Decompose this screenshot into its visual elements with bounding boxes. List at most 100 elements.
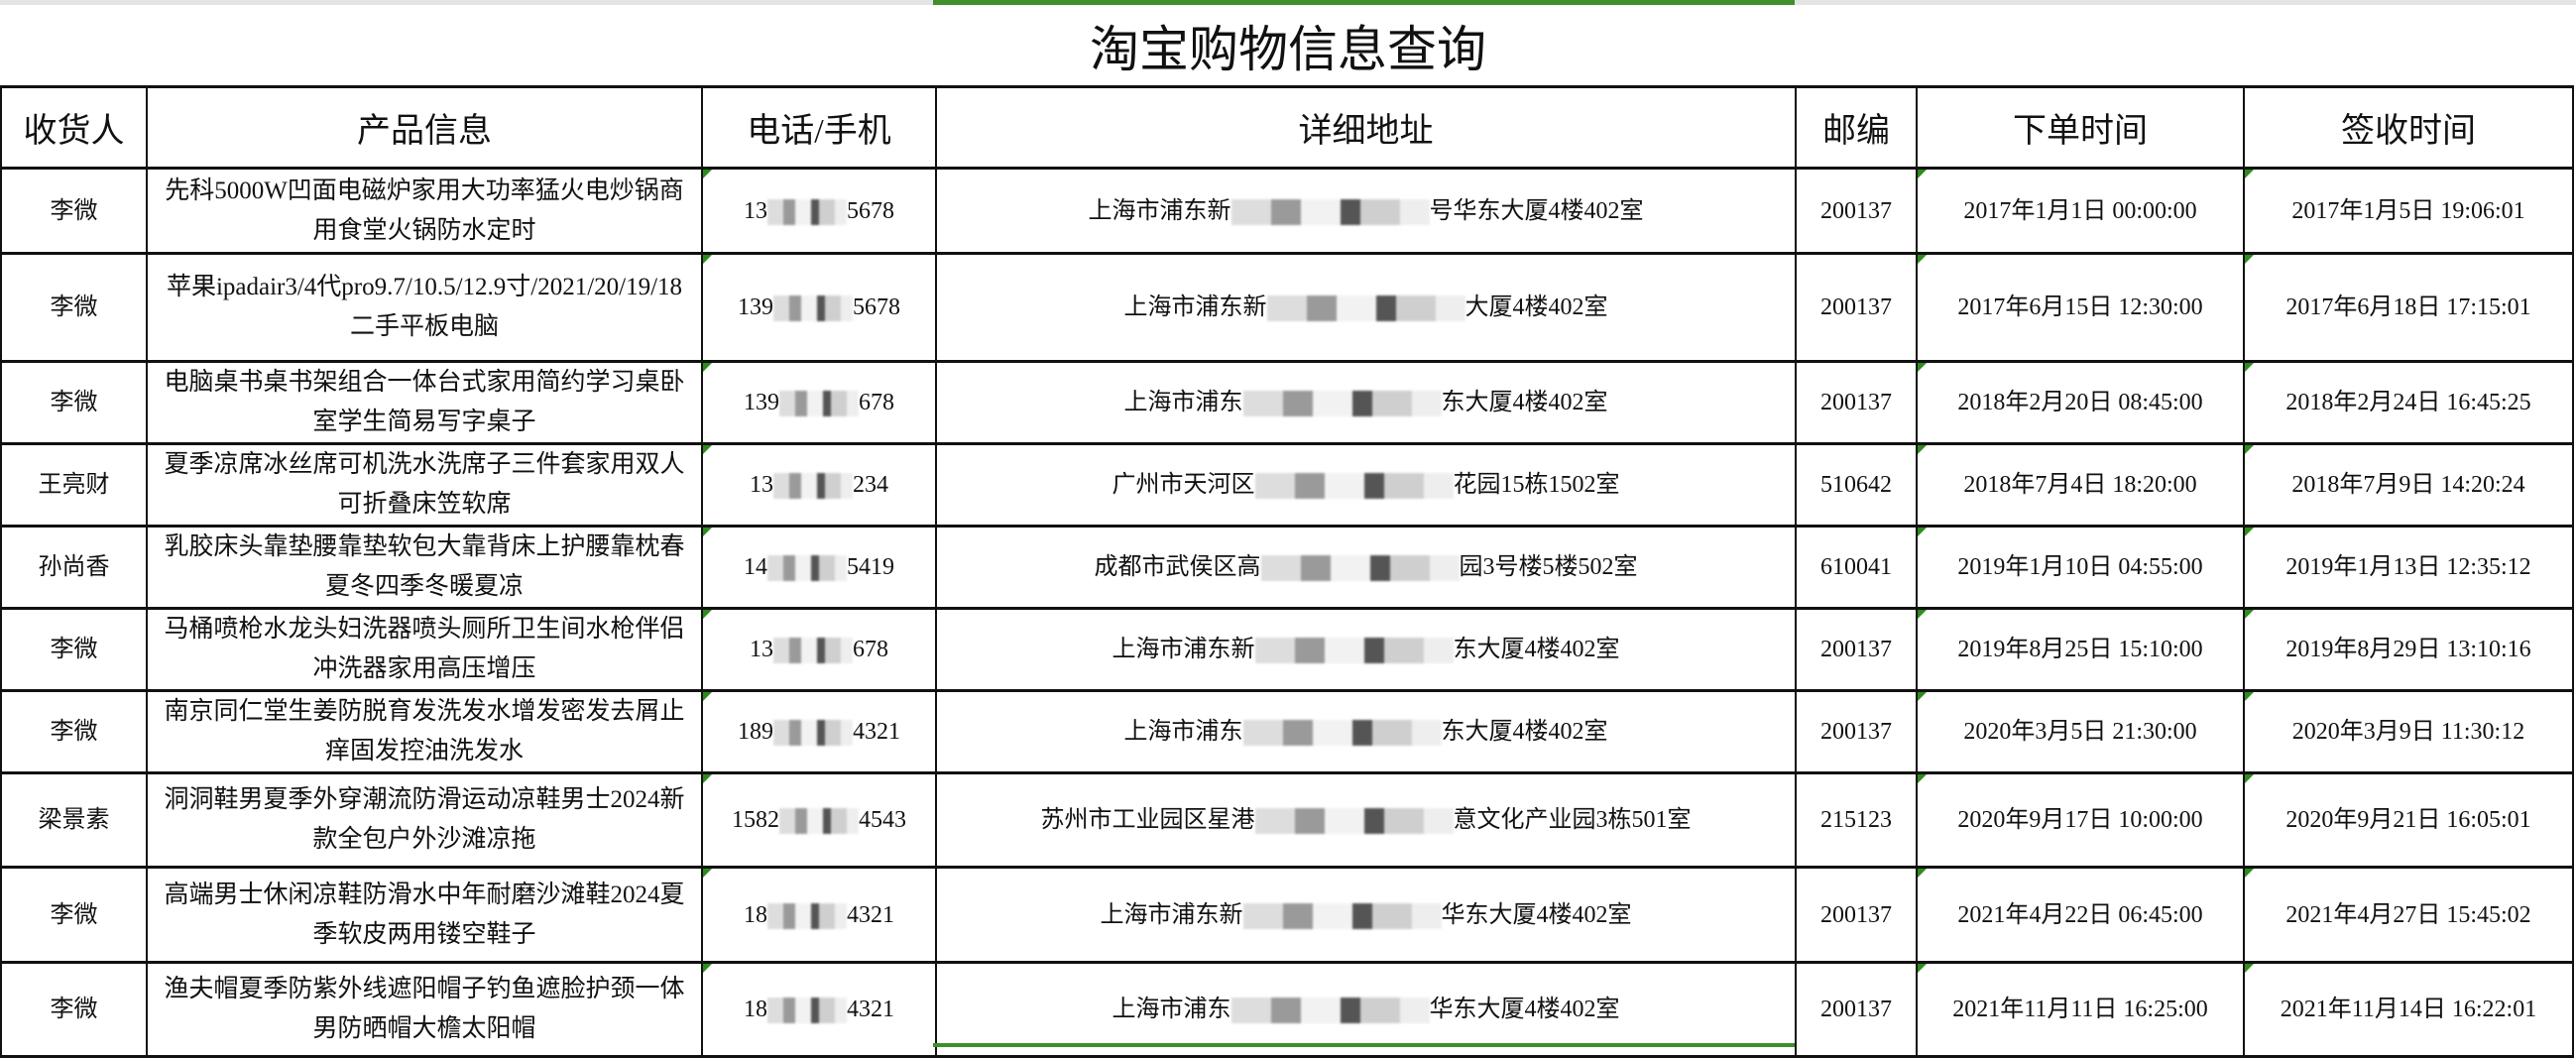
product-cell[interactable]: 高端男士休闲凉鞋防滑水中年耐磨沙滩鞋2024夏季软皮两用镂空鞋子 xyxy=(146,866,703,964)
address-prefix: 广州市天河区 xyxy=(1112,472,1255,498)
table-row: 李微 先科5000W凹面电磁炉家用大功率猛火电炒锅商用食堂火锅防水定时 13 5678… xyxy=(0,167,2574,255)
phone-cell[interactable]: 189 4321 xyxy=(701,689,937,774)
redaction-mask xyxy=(773,473,853,500)
phone-cell[interactable]: 1582 4543 xyxy=(701,771,937,869)
header-product[interactable]: 产品信息 xyxy=(146,85,703,170)
sign-time-cell[interactable]: 2018年7月9日 14:20:24 xyxy=(2243,442,2574,528)
product-cell[interactable]: 苹果ipadair3/4代pro9.7/10.5/12.9寸/2021/20/1… xyxy=(146,252,703,363)
address-prefix: 上海市浦东新 xyxy=(1112,637,1255,662)
order-time-cell[interactable]: 2019年1月10日 04:55:00 xyxy=(1916,525,2245,610)
zip-cell[interactable]: 200137 xyxy=(1795,689,1918,774)
recipient-cell[interactable]: 李微 xyxy=(0,167,148,255)
zip-cell[interactable]: 200137 xyxy=(1795,252,1918,363)
sign-time-cell[interactable]: 2018年2月24日 16:45:25 xyxy=(2243,360,2574,445)
address-cell[interactable]: 苏州市工业园区星港 意文化产业园3栋501室 xyxy=(935,771,1797,869)
address-prefix: 苏州市工业园区星港 xyxy=(1040,807,1255,833)
redaction-mask xyxy=(773,295,853,322)
address-cell[interactable]: 上海市浦东新 号华东大厦4楼402室 xyxy=(935,167,1797,255)
header-address[interactable]: 详细地址 xyxy=(935,85,1797,170)
recipient-cell[interactable]: 李微 xyxy=(0,607,148,692)
product-cell[interactable]: 渔夫帽夏季防紫外线遮阳帽子钓鱼遮脸护颈一体男防晒帽大檐太阳帽 xyxy=(146,961,703,1058)
phone-cell[interactable]: 13 5678 xyxy=(701,167,937,255)
phone-prefix: 13 xyxy=(750,472,773,498)
redaction-mask xyxy=(1266,295,1465,322)
redaction-mask xyxy=(1260,555,1460,582)
recipient-cell[interactable]: 李微 xyxy=(0,961,148,1058)
sign-time-cell[interactable]: 2019年8月29日 13:10:16 xyxy=(2243,607,2574,692)
order-time-cell[interactable]: 2019年8月25日 15:10:00 xyxy=(1916,607,2245,692)
header-recipient[interactable]: 收货人 xyxy=(0,85,148,170)
zip-cell[interactable]: 200137 xyxy=(1795,866,1918,964)
address-cell[interactable]: 上海市浦东新 华东大厦4楼402室 xyxy=(935,866,1797,964)
recipient-cell[interactable]: 李微 xyxy=(0,360,148,445)
zip-cell[interactable]: 200137 xyxy=(1795,167,1918,255)
recipient-cell[interactable]: 孙尚香 xyxy=(0,525,148,610)
product-cell[interactable]: 夏季凉席冰丝席可机洗水洗席子三件套家用双人可折叠床笠软席 xyxy=(146,442,703,528)
phone-suffix: 678 xyxy=(853,637,888,662)
order-time-cell[interactable]: 2021年11月11日 16:25:00 xyxy=(1916,961,2245,1058)
zip-cell[interactable]: 610041 xyxy=(1795,525,1918,610)
address-cell[interactable]: 广州市天河区 花园15栋1502室 xyxy=(935,442,1797,528)
address-cell[interactable]: 上海市浦东新 大厦4楼402室 xyxy=(935,252,1797,363)
sign-time-cell[interactable]: 2019年1月13日 12:35:12 xyxy=(2243,525,2574,610)
recipient-cell[interactable]: 李微 xyxy=(0,689,148,774)
address-prefix: 上海市浦东新 xyxy=(1123,294,1267,320)
recipient-cell[interactable]: 王亮财 xyxy=(0,442,148,528)
zip-cell[interactable]: 200137 xyxy=(1795,961,1918,1058)
address-prefix: 上海市浦东新 xyxy=(1100,901,1243,928)
product-cell[interactable]: 电脑桌书桌书架组合一体台式家用简约学习桌卧室学生简易写字桌子 xyxy=(146,360,703,445)
address-prefix: 成都市武侯区高 xyxy=(1094,554,1261,580)
redaction-mask xyxy=(1254,473,1454,500)
selected-column-indicator xyxy=(933,0,1795,5)
order-time-cell[interactable]: 2018年2月20日 08:45:00 xyxy=(1916,360,2245,445)
address-cell[interactable]: 上海市浦东 东大厦4楼402室 xyxy=(935,689,1797,774)
phone-cell[interactable]: 18 4321 xyxy=(701,961,937,1058)
phone-prefix: 18 xyxy=(744,997,767,1022)
recipient-cell[interactable]: 李微 xyxy=(0,866,148,964)
address-cell[interactable]: 上海市浦东新 东大厦4楼402室 xyxy=(935,607,1797,692)
address-cell[interactable]: 上海市浦东 东大厦4楼402室 xyxy=(935,360,1797,445)
phone-prefix: 139 xyxy=(738,294,773,320)
order-time-cell[interactable]: 2017年6月15日 12:30:00 xyxy=(1916,252,2245,363)
redaction-mask xyxy=(767,902,847,929)
address-suffix: 东大厦4楼402室 xyxy=(1441,719,1608,745)
header-order-time[interactable]: 下单时间 xyxy=(1916,85,2245,170)
zip-cell[interactable]: 200137 xyxy=(1795,360,1918,445)
sign-time-cell[interactable]: 2020年9月21日 16:05:01 xyxy=(2243,771,2574,869)
order-time-cell[interactable]: 2018年7月4日 18:20:00 xyxy=(1916,442,2245,528)
sign-time-cell[interactable]: 2021年4月27日 15:45:02 xyxy=(2243,866,2574,964)
address-suffix: 华东大厦4楼402室 xyxy=(1429,997,1620,1022)
product-cell[interactable]: 南京同仁堂生姜防脱育发洗发水增发密发去屑止痒固发控油洗发水 xyxy=(146,689,703,774)
zip-cell[interactable]: 200137 xyxy=(1795,607,1918,692)
sheet-title[interactable]: 淘宝购物信息查询 xyxy=(1090,21,1486,77)
sign-time-cell[interactable]: 2017年1月5日 19:06:01 xyxy=(2243,167,2574,255)
order-time-cell[interactable]: 2021年4月22日 06:45:00 xyxy=(1916,866,2245,964)
zip-cell[interactable]: 215123 xyxy=(1795,771,1918,869)
phone-cell[interactable]: 139 5678 xyxy=(701,252,937,363)
phone-suffix: 5419 xyxy=(847,554,894,580)
header-phone[interactable]: 电话/手机 xyxy=(701,85,937,170)
order-time-cell[interactable]: 2020年3月5日 21:30:00 xyxy=(1916,689,2245,774)
sign-time-cell[interactable]: 2020年3月9日 11:30:12 xyxy=(2243,689,2574,774)
address-cell[interactable]: 上海市浦东 华东大厦4楼402室 xyxy=(935,961,1797,1058)
recipient-cell[interactable]: 李微 xyxy=(0,252,148,363)
header-sign-time[interactable]: 签收时间 xyxy=(2243,85,2574,170)
address-cell[interactable]: 成都市武侯区高 园3号楼5楼502室 xyxy=(935,525,1797,610)
sign-time-cell[interactable]: 2017年6月18日 17:15:01 xyxy=(2243,252,2574,363)
sign-time-cell[interactable]: 2021年11月14日 16:22:01 xyxy=(2243,961,2574,1058)
phone-cell[interactable]: 13 678 xyxy=(701,607,937,692)
product-cell[interactable]: 马桶喷枪水龙头妇洗器喷头厕所卫生间水枪伴侣冲洗器家用高压增压 xyxy=(146,607,703,692)
product-cell[interactable]: 先科5000W凹面电磁炉家用大功率猛火电炒锅商用食堂火锅防水定时 xyxy=(146,167,703,255)
order-time-cell[interactable]: 2020年9月17日 10:00:00 xyxy=(1916,771,2245,869)
phone-suffix: 5678 xyxy=(847,197,894,224)
phone-cell[interactable]: 13 234 xyxy=(701,442,937,528)
product-cell[interactable]: 洞洞鞋男夏季外穿潮流防滑运动凉鞋男士2024新款全包户外沙滩凉拖 xyxy=(146,771,703,869)
zip-cell[interactable]: 510642 xyxy=(1795,442,1918,528)
phone-cell[interactable]: 139 678 xyxy=(701,360,937,445)
product-cell[interactable]: 乳胶床头靠垫腰靠垫软包大靠背床上护腰靠枕春夏冬四季冬暖夏凉 xyxy=(146,525,703,610)
phone-cell[interactable]: 18 4321 xyxy=(701,866,937,964)
header-zip[interactable]: 邮编 xyxy=(1795,85,1918,170)
recipient-cell[interactable]: 梁景素 xyxy=(0,771,148,869)
phone-cell[interactable]: 14 5419 xyxy=(701,525,937,610)
order-time-cell[interactable]: 2017年1月1日 00:00:00 xyxy=(1916,167,2245,255)
